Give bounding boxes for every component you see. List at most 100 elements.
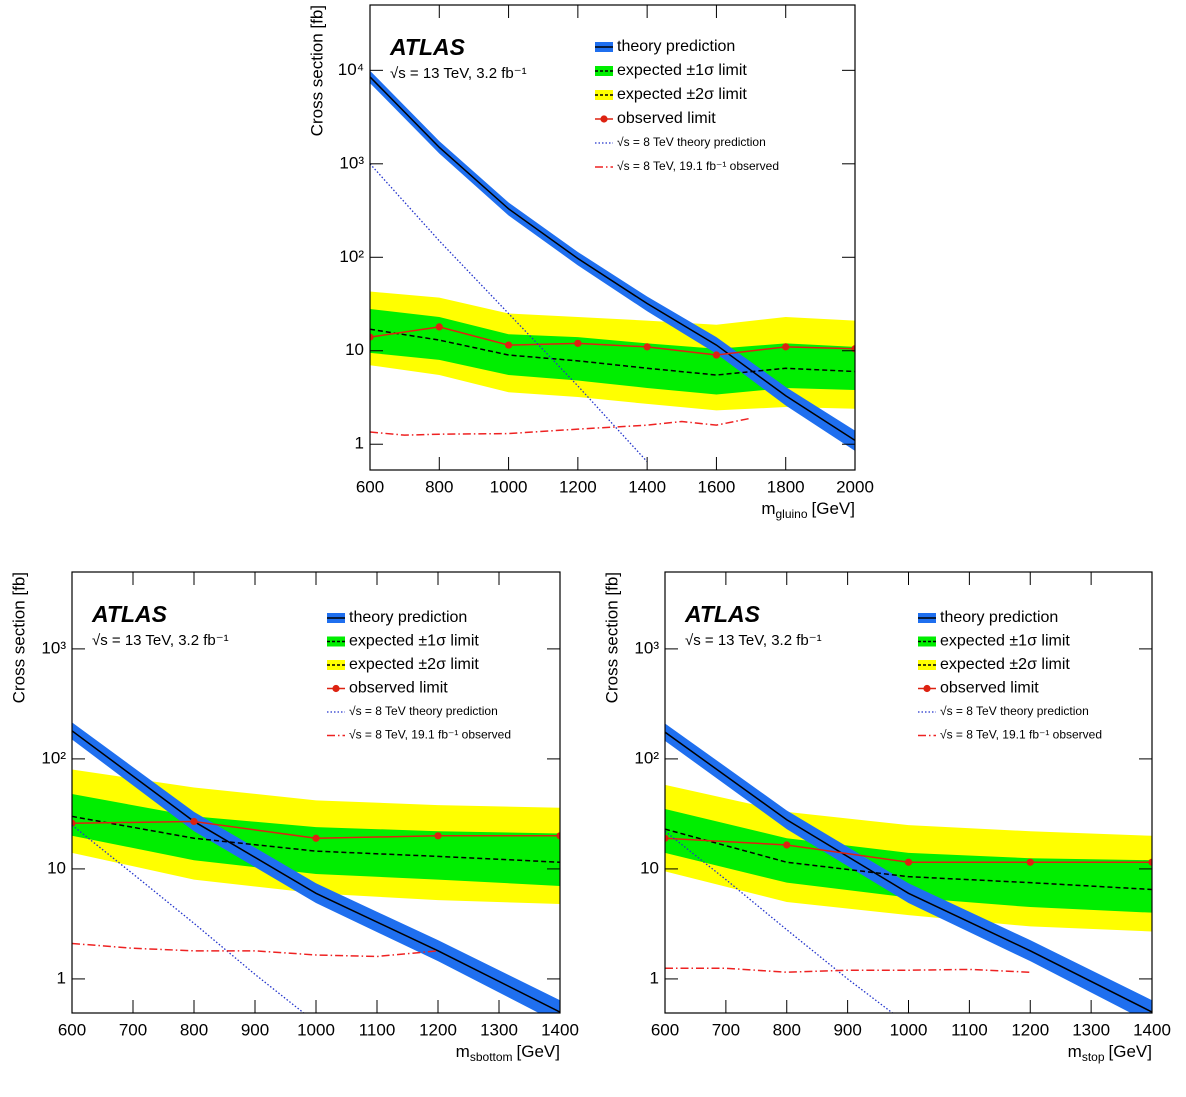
band bbox=[370, 308, 855, 395]
point bbox=[190, 817, 198, 826]
series-line bbox=[665, 828, 1152, 891]
point bbox=[556, 832, 560, 840]
x-tick-label: 1300 bbox=[480, 1020, 518, 1039]
series-line bbox=[72, 730, 560, 1013]
series-line bbox=[370, 76, 855, 441]
y-tick-label: 10³ bbox=[634, 638, 659, 657]
band bbox=[72, 722, 560, 1013]
y-axis-label: Cross section [fb] bbox=[9, 572, 28, 703]
series-line bbox=[370, 163, 648, 463]
series-line bbox=[72, 815, 560, 863]
legend-label: √s = 8 TeV theory prediction bbox=[617, 135, 766, 149]
series-line bbox=[665, 830, 894, 1013]
legend-label: expected ±1σ limit bbox=[617, 62, 747, 79]
point bbox=[1026, 858, 1034, 866]
x-tick-label: 1400 bbox=[1133, 1020, 1171, 1039]
legend-label: observed limit bbox=[349, 680, 448, 697]
legend-label: theory prediction bbox=[349, 609, 467, 626]
legend-label: expected ±1σ limit bbox=[940, 633, 1070, 650]
x-tick-label: 1200 bbox=[1011, 1020, 1049, 1039]
legend-swatch bbox=[595, 90, 613, 100]
x-label-subscript: stop bbox=[1082, 1050, 1105, 1064]
x-tick-label: 1100 bbox=[951, 1020, 988, 1039]
y-tick-label: 10³ bbox=[41, 638, 66, 657]
energy-label: √s = 13 TeV, 3.2 fb⁻¹ bbox=[92, 632, 229, 649]
y-tick-label: 10 bbox=[345, 340, 364, 359]
x-tick-label: 1000 bbox=[490, 477, 528, 496]
legend-marker bbox=[923, 684, 931, 693]
band bbox=[665, 723, 1152, 1013]
y-tick-label: 10² bbox=[41, 748, 66, 767]
plot-area bbox=[370, 70, 855, 463]
series-line bbox=[665, 967, 1031, 973]
legend-swatch bbox=[918, 636, 936, 647]
y-tick-label: 10 bbox=[640, 858, 659, 877]
point bbox=[782, 343, 790, 351]
x-tick-label: 2000 bbox=[836, 477, 874, 496]
legend-label: √s = 8 TeV, 19.1 fb⁻¹ observed bbox=[349, 728, 511, 742]
x-tick-label: 1100 bbox=[359, 1020, 396, 1039]
x-tick-label: 1800 bbox=[767, 477, 805, 496]
x-tick-label: 800 bbox=[425, 477, 453, 496]
point bbox=[904, 858, 913, 866]
experiment-label: ATLAS bbox=[91, 601, 168, 627]
series-line bbox=[370, 417, 752, 436]
point bbox=[1148, 858, 1152, 866]
y-tick-label: 10⁴ bbox=[338, 60, 364, 79]
x-axis-label: mstop [GeV] bbox=[1068, 1042, 1152, 1064]
legend-label: √s = 8 TeV theory prediction bbox=[349, 704, 498, 718]
x-tick-label: 900 bbox=[241, 1020, 269, 1039]
x-tick-label: 600 bbox=[356, 477, 384, 496]
x-tick-label: 1200 bbox=[559, 477, 597, 496]
x-label-symbol: m bbox=[761, 499, 775, 518]
x-tick-label: 1200 bbox=[419, 1020, 457, 1039]
legend-label: observed limit bbox=[940, 680, 1039, 697]
x-tick-label: 800 bbox=[180, 1020, 208, 1039]
x-tick-label: 700 bbox=[119, 1020, 147, 1039]
legend-swatch bbox=[327, 636, 345, 647]
series-line bbox=[665, 731, 1152, 1013]
experiment-label: ATLAS bbox=[684, 601, 761, 627]
x-tick-label: 900 bbox=[833, 1020, 861, 1039]
x-tick-label: 1400 bbox=[541, 1020, 579, 1039]
x-label-unit: [GeV] bbox=[812, 499, 855, 518]
x-tick-label: 600 bbox=[651, 1020, 679, 1039]
point bbox=[712, 351, 721, 359]
legend-label: theory prediction bbox=[940, 609, 1058, 626]
legend-label: expected ±2σ limit bbox=[617, 86, 747, 103]
plot-area bbox=[665, 723, 1152, 1013]
point bbox=[783, 841, 791, 849]
x-label-subscript: sbottom bbox=[470, 1050, 513, 1064]
legend-label: observed limit bbox=[617, 110, 716, 127]
legend-label: expected ±2σ limit bbox=[940, 656, 1070, 673]
x-label-symbol: m bbox=[1068, 1042, 1082, 1061]
x-tick-label: 600 bbox=[58, 1020, 86, 1039]
y-tick-label: 1 bbox=[57, 968, 66, 987]
legend-label: expected ±2σ limit bbox=[349, 656, 479, 673]
x-tick-label: 1000 bbox=[297, 1020, 335, 1039]
point bbox=[504, 341, 513, 349]
point bbox=[665, 834, 669, 842]
point bbox=[370, 333, 374, 341]
legend-label: expected ±1σ limit bbox=[349, 633, 479, 650]
frame bbox=[369, 4, 856, 471]
x-label-symbol: m bbox=[456, 1042, 470, 1061]
series-line bbox=[370, 328, 855, 376]
legend-label: √s = 8 TeV theory prediction bbox=[940, 704, 1089, 718]
x-tick-label: 800 bbox=[773, 1020, 801, 1039]
x-tick-label: 1000 bbox=[890, 1020, 928, 1039]
series-line bbox=[72, 942, 439, 958]
y-tick-label: 1 bbox=[355, 434, 364, 453]
x-tick-label: 700 bbox=[712, 1020, 740, 1039]
point bbox=[434, 832, 442, 840]
x-label-unit: [GeV] bbox=[1109, 1042, 1152, 1061]
point bbox=[574, 339, 582, 347]
legend-label: √s = 8 TeV, 19.1 fb⁻¹ observed bbox=[940, 728, 1102, 742]
y-tick-label: 10³ bbox=[339, 153, 364, 172]
x-axis-label: msbottom [GeV] bbox=[456, 1042, 560, 1064]
y-tick-label: 10 bbox=[47, 858, 66, 877]
legend-label: theory prediction bbox=[617, 38, 735, 55]
point bbox=[643, 343, 651, 351]
y-axis-label: Cross section [fb] bbox=[307, 5, 326, 136]
